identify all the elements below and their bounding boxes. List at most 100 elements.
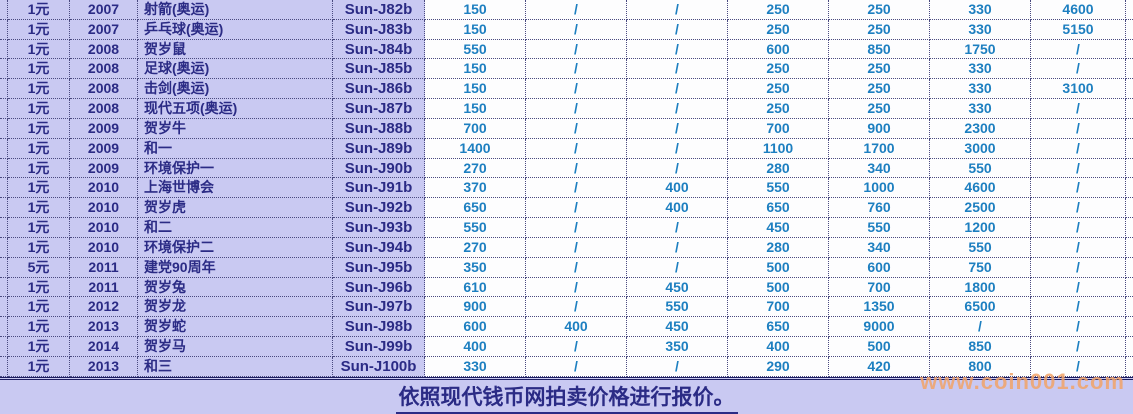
cell-catalog-code[interactable]: Sun-J97b xyxy=(333,297,425,318)
cell-price-1[interactable]: 330 xyxy=(425,356,526,377)
cell-coin-name[interactable]: 贺岁鼠 xyxy=(138,39,333,60)
cell-year[interactable]: 2012 xyxy=(70,297,138,318)
cell-year[interactable]: 2014 xyxy=(70,337,138,357)
cell-price-2[interactable]: / xyxy=(526,356,627,377)
cell-price-4[interactable]: 280 xyxy=(728,158,829,179)
cell-price-2[interactable]: / xyxy=(526,59,627,80)
cell-coin-name[interactable]: 贺岁蛇 xyxy=(138,317,333,338)
cell-price-6[interactable]: 2300 xyxy=(930,118,1031,139)
cell-denomination[interactable]: 1元 xyxy=(8,158,70,179)
cell-price-3[interactable]: 350 xyxy=(627,337,728,357)
cell-denomination[interactable]: 1元 xyxy=(8,237,70,258)
cell-year[interactable]: 2008 xyxy=(70,99,138,119)
cell-price-1[interactable]: 370 xyxy=(425,178,526,199)
cell-price-3[interactable]: / xyxy=(627,0,728,20)
cell-price-3[interactable]: / xyxy=(627,99,728,119)
cell-denomination[interactable]: 1元 xyxy=(8,79,70,100)
cell-price-5[interactable]: 9000 xyxy=(829,317,930,338)
cell-coin-name[interactable]: 贺岁龙 xyxy=(138,297,333,318)
cell-price-4[interactable]: 500 xyxy=(728,277,829,298)
cell-coin-name[interactable]: 足球(奥运) xyxy=(138,59,333,80)
cell-price-1[interactable]: 900 xyxy=(425,297,526,318)
cell-price-2[interactable]: / xyxy=(526,79,627,100)
cell-price-2[interactable]: / xyxy=(526,19,627,40)
cell-price-7[interactable]: / xyxy=(1031,118,1126,139)
cell-price-7[interactable]: / xyxy=(1031,317,1126,338)
cell-price-4[interactable]: 250 xyxy=(728,19,829,40)
cell-denomination[interactable]: 5元 xyxy=(8,257,70,278)
cell-price-7[interactable]: / xyxy=(1031,237,1126,258)
cell-price-7[interactable]: / xyxy=(1031,356,1126,377)
cell-denomination[interactable]: 1元 xyxy=(8,99,70,119)
cell-catalog-code[interactable]: Sun-J83b xyxy=(333,19,425,40)
cell-denomination[interactable]: 1元 xyxy=(8,297,70,318)
cell-year[interactable]: 2008 xyxy=(70,59,138,80)
cell-price-1[interactable]: 400 xyxy=(425,337,526,357)
cell-coin-name[interactable]: 贺岁牛 xyxy=(138,118,333,139)
cell-catalog-code[interactable]: Sun-J90b xyxy=(333,158,425,179)
cell-price-6[interactable]: 2500 xyxy=(930,198,1031,219)
cell-catalog-code[interactable]: Sun-J88b xyxy=(333,118,425,139)
cell-price-6[interactable]: 330 xyxy=(930,99,1031,119)
cell-price-4[interactable]: 250 xyxy=(728,99,829,119)
cell-price-1[interactable]: 610 xyxy=(425,277,526,298)
cell-price-3[interactable]: / xyxy=(627,138,728,159)
cell-price-7[interactable]: 3100 xyxy=(1031,79,1126,100)
cell-price-5[interactable]: 250 xyxy=(829,0,930,20)
cell-year[interactable]: 2007 xyxy=(70,19,138,40)
cell-price-6[interactable]: 800 xyxy=(930,356,1031,377)
cell-price-2[interactable]: / xyxy=(526,277,627,298)
cell-catalog-code[interactable]: Sun-J91b xyxy=(333,178,425,199)
cell-price-4[interactable]: 250 xyxy=(728,0,829,20)
cell-price-3[interactable]: 450 xyxy=(627,277,728,298)
cell-price-7[interactable]: / xyxy=(1031,158,1126,179)
cell-price-5[interactable]: 850 xyxy=(829,39,930,60)
cell-coin-name[interactable]: 击剑(奥运) xyxy=(138,79,333,100)
cell-price-1[interactable]: 1400 xyxy=(425,138,526,159)
cell-price-5[interactable]: 420 xyxy=(829,356,930,377)
cell-denomination[interactable]: 1元 xyxy=(8,178,70,199)
cell-year[interactable]: 2010 xyxy=(70,237,138,258)
cell-price-7[interactable]: / xyxy=(1031,277,1126,298)
cell-catalog-code[interactable]: Sun-J99b xyxy=(333,337,425,357)
cell-catalog-code[interactable]: Sun-J96b xyxy=(333,277,425,298)
cell-price-4[interactable]: 450 xyxy=(728,218,829,238)
cell-catalog-code[interactable]: Sun-J82b xyxy=(333,0,425,20)
cell-price-5[interactable]: 550 xyxy=(829,218,930,238)
cell-price-2[interactable]: / xyxy=(526,0,627,20)
cell-coin-name[interactable]: 建党90周年 xyxy=(138,257,333,278)
cell-year[interactable]: 2007 xyxy=(70,0,138,20)
cell-price-2[interactable]: / xyxy=(526,198,627,219)
cell-price-2[interactable]: / xyxy=(526,158,627,179)
cell-catalog-code[interactable]: Sun-J95b xyxy=(333,257,425,278)
cell-coin-name[interactable]: 上海世博会 xyxy=(138,178,333,199)
cell-price-6[interactable]: 330 xyxy=(930,59,1031,80)
cell-year[interactable]: 2009 xyxy=(70,138,138,159)
cell-price-6[interactable]: 1200 xyxy=(930,218,1031,238)
cell-price-5[interactable]: 600 xyxy=(829,257,930,278)
cell-year[interactable]: 2009 xyxy=(70,118,138,139)
cell-price-5[interactable]: 250 xyxy=(829,59,930,80)
cell-price-4[interactable]: 1100 xyxy=(728,138,829,159)
cell-price-1[interactable]: 600 xyxy=(425,317,526,338)
cell-coin-name[interactable]: 现代五项(奥运) xyxy=(138,99,333,119)
cell-price-4[interactable]: 400 xyxy=(728,337,829,357)
cell-price-7[interactable]: / xyxy=(1031,178,1126,199)
cell-price-2[interactable]: / xyxy=(526,297,627,318)
cell-price-2[interactable]: / xyxy=(526,337,627,357)
cell-price-5[interactable]: 1000 xyxy=(829,178,930,199)
cell-price-4[interactable]: 500 xyxy=(728,257,829,278)
cell-price-4[interactable]: 700 xyxy=(728,118,829,139)
cell-price-7[interactable]: / xyxy=(1031,39,1126,60)
cell-year[interactable]: 2008 xyxy=(70,79,138,100)
cell-catalog-code[interactable]: Sun-J85b xyxy=(333,59,425,80)
cell-price-3[interactable]: / xyxy=(627,59,728,80)
cell-price-3[interactable]: 400 xyxy=(627,198,728,219)
cell-price-5[interactable]: 700 xyxy=(829,277,930,298)
cell-price-7[interactable]: / xyxy=(1031,99,1126,119)
cell-coin-name[interactable]: 贺岁马 xyxy=(138,337,333,357)
cell-coin-name[interactable]: 和二 xyxy=(138,218,333,238)
cell-denomination[interactable]: 1元 xyxy=(8,356,70,377)
cell-price-3[interactable]: 550 xyxy=(627,297,728,318)
cell-price-2[interactable]: / xyxy=(526,99,627,119)
